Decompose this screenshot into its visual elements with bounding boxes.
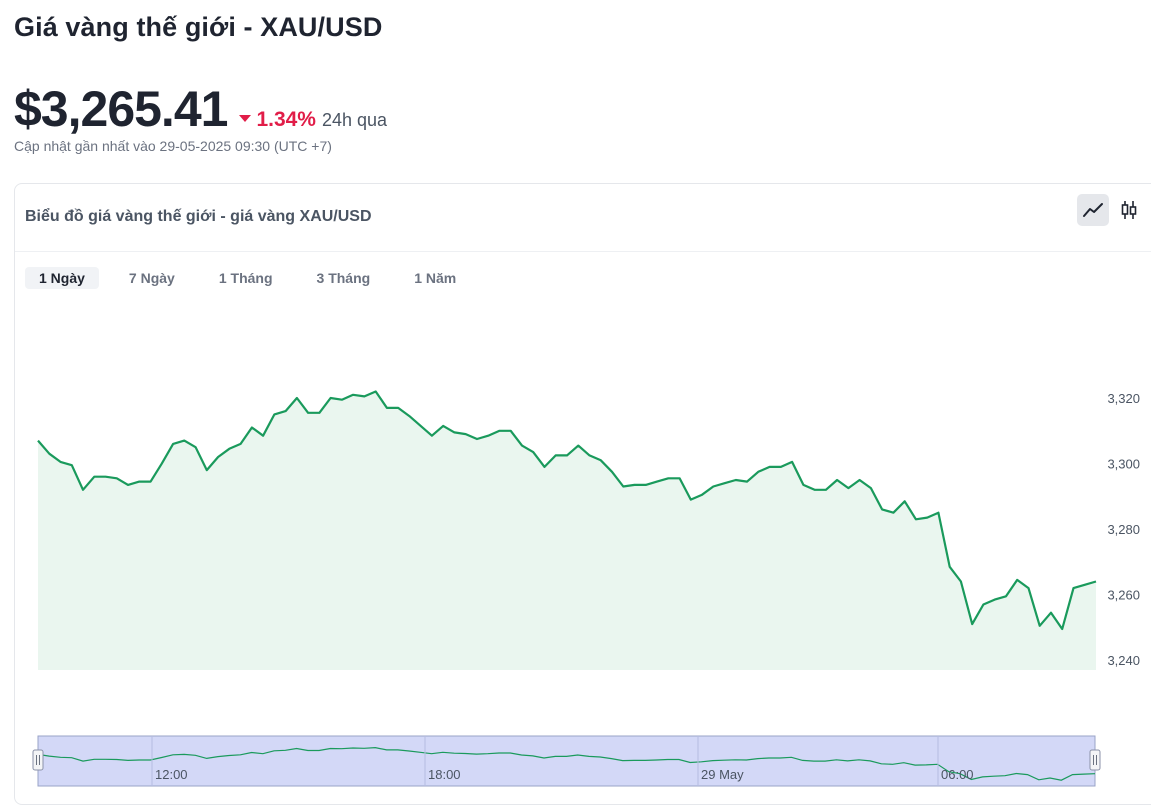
- price-summary: $3,265.41 1.34% 24h qua: [14, 80, 387, 138]
- navigator-x-label: 12:00: [155, 767, 188, 782]
- chart-card-title: Biểu đồ giá vàng thế giới - giá vàng XAU…: [25, 208, 372, 225]
- navigator-line: [37, 746, 1096, 781]
- candlestick-icon: [1121, 201, 1137, 219]
- tab-1-year[interactable]: 1 Năm: [414, 270, 457, 286]
- navigator-selection[interactable]: [37, 735, 1096, 787]
- navigator-left-handle[interactable]: [32, 749, 44, 771]
- y-tick-label: 3,240: [1107, 653, 1140, 668]
- change-percent: 1.34%: [256, 108, 316, 131]
- chart-type-toggle: [1077, 194, 1145, 226]
- current-price: $3,265.41: [14, 81, 228, 137]
- y-tick-label: 3,320: [1107, 391, 1140, 406]
- price-change: 1.34% 24h qua: [239, 108, 387, 132]
- page-title: Giá vàng thế giới - XAU/USD: [14, 12, 383, 42]
- navigator[interactable]: 12:00 18:00 29 May 06:00: [32, 735, 1101, 787]
- navigator-right-handle[interactable]: [1089, 749, 1101, 771]
- navigator-x-label: 29 May: [701, 767, 744, 782]
- last-updated: Cập nhật gần nhất vào 29-05-2025 09:30 (…: [14, 138, 332, 154]
- candlestick-button[interactable]: [1113, 194, 1145, 226]
- main-plot: [37, 390, 1097, 670]
- range-tabs: 1 Ngày 7 Ngày 1 Tháng 3 Tháng 1 Năm: [25, 267, 486, 289]
- line-chart-button[interactable]: [1077, 194, 1109, 226]
- tab-1-day[interactable]: 1 Ngày: [25, 267, 99, 289]
- tab-1-month[interactable]: 1 Tháng: [218, 270, 273, 286]
- tab-7-days[interactable]: 7 Ngày: [128, 270, 175, 286]
- price-line: [37, 390, 1097, 631]
- navigator-x-label: 06:00: [941, 767, 974, 782]
- y-tick-label: 3,280: [1107, 522, 1140, 537]
- navigator-x-label: 18:00: [428, 767, 461, 782]
- card-divider: [15, 251, 1151, 252]
- y-tick-label: 3,260: [1107, 588, 1140, 603]
- down-arrow-icon: [239, 115, 252, 122]
- y-tick-label: 3,300: [1107, 457, 1140, 472]
- price-area: [38, 391, 1096, 670]
- tab-3-months[interactable]: 3 Tháng: [316, 270, 371, 286]
- line-chart-icon: [1083, 203, 1103, 217]
- y-axis: 3,240 3,260 3,280 3,300 3,320: [1107, 391, 1140, 668]
- change-period: 24h qua: [321, 110, 388, 130]
